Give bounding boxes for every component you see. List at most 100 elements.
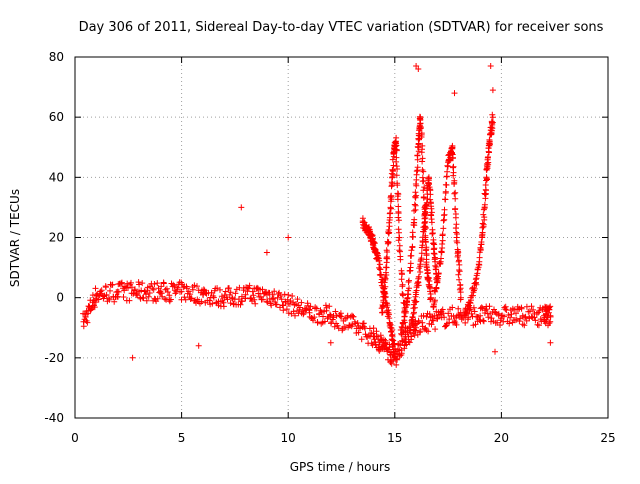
data-point <box>453 229 460 236</box>
data-point <box>167 296 174 303</box>
data-point <box>526 308 533 315</box>
data-point <box>326 303 333 310</box>
x-tick-label: 5 <box>178 431 186 445</box>
data-point <box>227 300 234 307</box>
data-point <box>454 231 460 237</box>
data-point <box>462 319 469 326</box>
data-point <box>451 90 458 97</box>
data-point <box>138 287 145 294</box>
data-point <box>393 361 400 368</box>
data-point <box>394 166 401 172</box>
data-point <box>413 176 420 183</box>
data-point <box>462 312 469 319</box>
data-point <box>475 314 482 320</box>
data-point <box>465 314 472 321</box>
data-point <box>522 313 529 320</box>
data-point <box>442 190 449 196</box>
data-point <box>222 288 229 295</box>
data-point <box>378 271 384 278</box>
data-point <box>528 303 535 310</box>
data-point <box>442 196 448 203</box>
x-tick-label: 0 <box>71 431 79 445</box>
data-point <box>489 111 496 118</box>
data-point <box>385 239 392 246</box>
data-point <box>495 310 502 317</box>
data-point <box>318 309 325 316</box>
data-point <box>451 181 458 187</box>
data-point <box>154 295 161 302</box>
data-point <box>359 320 366 327</box>
data-point <box>390 162 397 169</box>
y-tick-label: 20 <box>49 231 64 245</box>
data-point <box>259 286 266 293</box>
data-point <box>418 134 425 140</box>
data-point <box>268 302 275 309</box>
data-point <box>455 305 462 312</box>
data-point <box>452 205 459 212</box>
data-point <box>492 348 498 355</box>
data-point <box>298 299 305 306</box>
data-point <box>180 284 187 291</box>
data-point <box>440 225 447 232</box>
data-point <box>415 148 422 155</box>
data-point <box>232 290 239 297</box>
data-point <box>439 245 446 251</box>
data-point <box>393 172 400 179</box>
data-point <box>408 247 415 254</box>
data-point <box>408 336 415 343</box>
data-point <box>383 272 390 278</box>
data-point <box>398 331 405 338</box>
data-point <box>468 297 474 304</box>
data-point <box>259 296 266 303</box>
data-point <box>528 313 535 320</box>
data-point <box>521 322 528 329</box>
data-point <box>224 296 231 303</box>
data-point <box>453 321 460 328</box>
data-point <box>281 291 288 298</box>
data-point <box>194 283 200 290</box>
data-point <box>226 285 232 292</box>
data-point <box>465 303 472 310</box>
data-point <box>413 171 420 178</box>
data-point <box>263 249 270 256</box>
data-point <box>409 243 416 250</box>
data-point <box>150 286 157 293</box>
data-point <box>200 286 207 293</box>
data-point <box>408 317 415 324</box>
data-point <box>161 295 168 302</box>
data-point <box>477 246 484 253</box>
data-point <box>389 180 396 187</box>
axis-ticks: 0 5 10 15 20 25 -40 -20 0 20 40 60 80 <box>44 50 615 445</box>
data-point <box>255 290 262 297</box>
data-point <box>373 328 380 335</box>
data-point <box>432 297 438 304</box>
data-point <box>419 158 426 165</box>
data-point <box>474 266 481 273</box>
data-point <box>332 308 339 315</box>
data-point <box>441 314 448 321</box>
data-point <box>485 154 491 160</box>
data-point <box>492 309 499 316</box>
data-point <box>239 298 246 305</box>
data-point <box>393 158 400 165</box>
data-point <box>396 242 403 249</box>
data-point <box>382 275 389 282</box>
data-point <box>410 233 416 240</box>
data-point <box>189 286 196 293</box>
data-point <box>285 292 292 298</box>
data-point <box>408 252 415 259</box>
data-point <box>444 168 451 175</box>
data-point <box>377 272 384 279</box>
data-point <box>310 317 317 324</box>
data-point <box>297 304 303 311</box>
data-point <box>191 282 198 289</box>
data-point <box>425 328 432 335</box>
data-point <box>487 63 494 69</box>
data-point <box>427 196 434 203</box>
data-point <box>145 293 152 300</box>
data-point <box>118 279 125 286</box>
data-point <box>377 266 384 273</box>
data-point <box>455 252 461 259</box>
data-point <box>445 310 452 317</box>
y-tick-label: 80 <box>49 50 64 64</box>
